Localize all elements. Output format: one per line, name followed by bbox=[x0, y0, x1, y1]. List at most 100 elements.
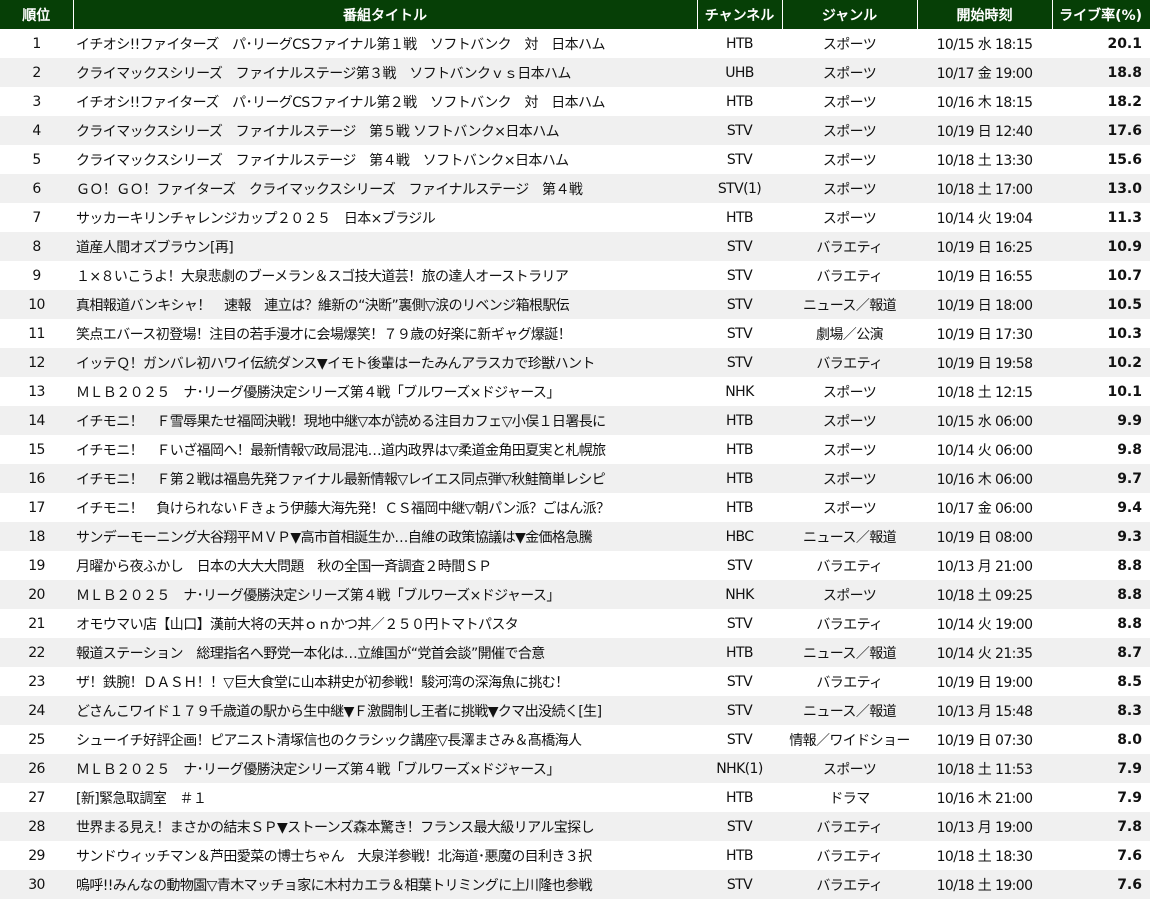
channel-cell: HTB bbox=[697, 638, 782, 667]
table-row[interactable]: 21 オモウマい店【山口】漢前大将の天丼ｏｎかつ丼／２５０円トマトパスタ STV バラ… bbox=[0, 609, 1150, 638]
table-row[interactable]: 15 イチモニ！ Ｆいざ福岡へ！最新情報▽政局混沌…道内政界は▽柔道金角田夏実と札… bbox=[0, 435, 1150, 464]
table-row[interactable]: 2 クライマックスシリーズ ファイナルステージ第３戦 ソフトバンクｖｓ日本ハム UH… bbox=[0, 58, 1150, 87]
start-time-cell: 10/19 日 18:00 bbox=[917, 290, 1052, 319]
rating-cell: 9.9 bbox=[1052, 406, 1150, 435]
header-rank[interactable]: 順位 bbox=[0, 0, 74, 29]
channel-cell: NHK bbox=[697, 580, 782, 609]
rank-cell: 14 bbox=[0, 406, 73, 435]
rank-cell: 29 bbox=[28, 847, 45, 864]
channel-cell: STV bbox=[697, 870, 782, 899]
table-row[interactable]: 27 [新]緊急取調室 ＃１ HTB ドラマ 10/16 木 21:00 7.9 bbox=[0, 783, 1150, 812]
genre-cell: スポーツ bbox=[782, 580, 917, 609]
header-genre[interactable]: ジャンル bbox=[782, 0, 918, 29]
start-time-cell: 10/18 土 12:15 bbox=[936, 384, 1033, 401]
table-row[interactable]: 16 イチモニ！ Ｆ第２戦は福島先発ファイナル最新情報▽レイエス同点弾▽秋鮭簡単レ… bbox=[0, 464, 1150, 493]
table-row[interactable]: 13 ＭＬＢ２０２５ ナ･リーグ優勝決定シリーズ第４戦「ブルワーズ×ドジャース」 N… bbox=[0, 377, 1150, 406]
rating-cell: 8.0 bbox=[1117, 731, 1142, 748]
table-row[interactable]: 7 サッカーキリンチャレンジカップ２０２５ 日本×ブラジル HTB スポーツ 10/14… bbox=[0, 203, 1150, 232]
channel-cell: HTB bbox=[726, 441, 753, 458]
rank-cell: 9 bbox=[32, 267, 41, 284]
channel-cell: STV bbox=[726, 325, 753, 342]
table-row[interactable]: 10 真相報道バンキシャ！ 速報 連立は？維新の“決断”裏側▽涙のリベンジ箱根駅伝… bbox=[0, 290, 1150, 319]
rating-cell: 8.8 bbox=[1052, 580, 1150, 609]
start-time-cell: 10/14 火 21:35 bbox=[917, 638, 1052, 667]
genre-cell: スポーツ bbox=[782, 406, 917, 435]
table-row[interactable]: 11 笑点エバース初登場！注目の若手漫才に会場爆笑！７９歳の好楽に新ギャグ爆誕！ S… bbox=[0, 319, 1150, 348]
start-time-cell: 10/19 日 17:30 bbox=[936, 326, 1033, 343]
header-rating[interactable]: ライブ率(%) bbox=[1052, 0, 1150, 29]
rating-cell: 18.8 bbox=[1052, 58, 1150, 87]
table-row[interactable]: 4 クライマックスシリーズ ファイナルステージ 第５戦 ソフトバンク×日本ハム ST… bbox=[0, 116, 1150, 145]
title-cell: 世界まる見え！まさかの結末ＳＰ▼ストーンズ森本驚き！フランス最大級リアル宝探し bbox=[73, 812, 697, 841]
title-cell: 道産人間オズブラウン[再] bbox=[73, 232, 697, 261]
header-channel[interactable]: チャンネル bbox=[697, 0, 783, 29]
channel-cell: STV bbox=[697, 232, 782, 261]
title-cell: サッカーキリンチャレンジカップ２０２５ 日本×ブラジル bbox=[76, 210, 436, 227]
table-row[interactable]: 23 ザ！鉄腕！ＤＡＳＨ！！▽巨大食堂に山本耕史が初参戦！駿河湾の深海魚に挑む！ S… bbox=[0, 667, 1150, 696]
table-row[interactable]: 28 世界まる見え！まさかの結末ＳＰ▼ストーンズ森本驚き！フランス最大級リアル宝探… bbox=[0, 812, 1150, 841]
channel-cell: STV bbox=[726, 615, 753, 632]
table-row[interactable]: 29 サンドウィッチマン＆芦田愛菜の博士ちゃん 大泉洋参戦！北海道･悪魔の目利き３… bbox=[0, 841, 1150, 870]
title-cell: ＭＬＢ２０２５ ナ･リーグ優勝決定シリーズ第４戦「ブルワーズ×ドジャース」 bbox=[73, 754, 697, 783]
rating-cell: 7.8 bbox=[1052, 812, 1150, 841]
table-row[interactable]: 6 ＧＯ！ＧＯ！ファイターズ クライマックスシリーズ ファイナルステージ 第４戦 S… bbox=[0, 174, 1150, 203]
start-time-cell: 10/18 土 17:00 bbox=[917, 174, 1052, 203]
start-time-cell: 10/18 土 09:25 bbox=[917, 580, 1052, 609]
table-row[interactable]: 22 報道ステーション 総理指名へ野党一本化は…立維国が“党首会談”開催で合意 HT… bbox=[0, 638, 1150, 667]
channel-cell: HTB bbox=[726, 499, 753, 516]
title-cell: サンデーモーニング大谷翔平ＭＶＰ▼高市首相誕生か…自維の政策協議は▼金価格急騰 bbox=[73, 522, 697, 551]
genre-cell: ニュース／報道 bbox=[782, 290, 917, 319]
table-body: 1 イチオシ!!ファイターズ パ･リーグCSファイナル第１戦 ソフトバンク 対 日… bbox=[0, 29, 1150, 899]
table-row[interactable]: 12 イッテＱ！ガンバレ初ハワイ伝統ダンス▼イモト後輩はーたみんアラスカで珍獣ハン… bbox=[0, 348, 1150, 377]
genre-cell: バラエティ bbox=[816, 616, 883, 633]
table-row[interactable]: 8 道産人間オズブラウン[再] STV バラエティ 10/19 日 16:25 10.9 bbox=[0, 232, 1150, 261]
rank-cell: 8 bbox=[0, 232, 73, 261]
table-row[interactable]: 9 １×８いこうよ！大泉悲劇のブーメラン＆スゴ技大道芸！旅の達人オーストラリア ST… bbox=[0, 261, 1150, 290]
rank-cell: 28 bbox=[0, 812, 73, 841]
genre-cell: バラエティ bbox=[782, 232, 917, 261]
start-time-cell: 10/15 水 06:00 bbox=[917, 406, 1052, 435]
table-row[interactable]: 3 イチオシ!!ファイターズ パ･リーグCSファイナル第２戦 ソフトバンク 対 日… bbox=[0, 87, 1150, 116]
table-row[interactable]: 26 ＭＬＢ２０２５ ナ･リーグ優勝決定シリーズ第４戦「ブルワーズ×ドジャース」 N… bbox=[0, 754, 1150, 783]
table-row[interactable]: 5 クライマックスシリーズ ファイナルステージ 第４戦 ソフトバンク×日本ハム ST… bbox=[0, 145, 1150, 174]
start-time-cell: 10/14 火 06:00 bbox=[936, 442, 1033, 459]
title-cell: クライマックスシリーズ ファイナルステージ第３戦 ソフトバンクｖｓ日本ハム bbox=[73, 58, 697, 87]
genre-cell: ニュース／報道 bbox=[782, 696, 917, 725]
rating-cell: 18.2 bbox=[1107, 93, 1142, 110]
table-row[interactable]: 17 イチモニ！ 負けられないＦきょう伊藤大海先発！ＣＳ福岡中継▽朝パン派？ごはん… bbox=[0, 493, 1150, 522]
rating-cell: 10.5 bbox=[1052, 290, 1150, 319]
header-start-time[interactable]: 開始時刻 bbox=[917, 0, 1053, 29]
genre-cell: バラエティ bbox=[816, 674, 883, 691]
table-row[interactable]: 25 シューイチ好評企画！ピアニスト清塚信也のクラシック講座▽長澤まさみ＆髙橋海人… bbox=[0, 725, 1150, 754]
genre-cell: バラエティ bbox=[782, 812, 917, 841]
genre-cell: バラエティ bbox=[816, 268, 883, 285]
start-time-cell: 10/16 木 18:15 bbox=[936, 94, 1033, 111]
rank-cell: 18 bbox=[0, 522, 73, 551]
rating-cell: 10.1 bbox=[1107, 383, 1142, 400]
title-cell: イチモニ！ Ｆ雪辱果たせ福岡決戦！現地中継▽本が読める注目カフェ▽小俣１日署長に bbox=[73, 406, 697, 435]
rank-cell: 1 bbox=[32, 35, 41, 52]
title-cell: [新]緊急取調室 ＃１ bbox=[76, 790, 207, 807]
channel-cell: STV bbox=[697, 348, 782, 377]
start-time-cell: 10/18 土 19:00 bbox=[917, 870, 1052, 899]
title-cell: イチモニ！ Ｆ第２戦は福島先発ファイナル最新情報▽レイエス同点弾▽秋鮭簡単レシピ bbox=[73, 464, 697, 493]
title-cell: どさんこワイド１７９千歳道の駅から生中継▼Ｆ激闘制し王者に挑戦▼クマ出没続く[生… bbox=[73, 696, 697, 725]
table-row[interactable]: 30 嗚呼!!みんなの動物園▽青木マッチョ家に木村カエラ＆相葉トリミングに上川隆也… bbox=[0, 870, 1150, 899]
genre-cell: スポーツ bbox=[822, 442, 877, 459]
table-row[interactable]: 20 ＭＬＢ２０２５ ナ･リーグ優勝決定シリーズ第４戦「ブルワーズ×ドジャース」 N… bbox=[0, 580, 1150, 609]
table-row[interactable]: 14 イチモニ！ Ｆ雪辱果たせ福岡決戦！現地中継▽本が読める注目カフェ▽小俣１日署… bbox=[0, 406, 1150, 435]
rank-cell: 17 bbox=[28, 499, 45, 516]
channel-cell: STV bbox=[697, 812, 782, 841]
channel-cell: UHB bbox=[697, 58, 782, 87]
genre-cell: バラエティ bbox=[782, 348, 917, 377]
table-row[interactable]: 18 サンデーモーニング大谷翔平ＭＶＰ▼高市首相誕生か…自維の政策協議は▼金価格急… bbox=[0, 522, 1150, 551]
rating-cell: 15.6 bbox=[1107, 151, 1142, 168]
rating-cell: 7.6 bbox=[1117, 847, 1142, 864]
table-row[interactable]: 24 どさんこワイド１７９千歳道の駅から生中継▼Ｆ激闘制し王者に挑戦▼クマ出没続く… bbox=[0, 696, 1150, 725]
header-title[interactable]: 番組タイトル bbox=[73, 0, 698, 29]
rank-cell: 2 bbox=[0, 58, 73, 87]
table-row[interactable]: 19 月曜から夜ふかし 日本の大大大問題 秋の全国一斉調査２時間ＳＰ STV バラエテ… bbox=[0, 551, 1150, 580]
start-time-cell: 10/17 金 19:00 bbox=[917, 58, 1052, 87]
table-row[interactable]: 1 イチオシ!!ファイターズ パ･リーグCSファイナル第１戦 ソフトバンク 対 日… bbox=[0, 29, 1150, 58]
